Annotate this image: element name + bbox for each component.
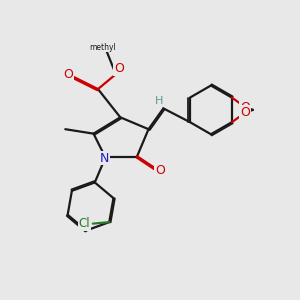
Text: H: H bbox=[155, 96, 163, 106]
Text: O: O bbox=[63, 68, 73, 81]
Text: Cl: Cl bbox=[79, 217, 90, 230]
Text: O: O bbox=[240, 101, 250, 114]
Text: O: O bbox=[240, 106, 250, 119]
Text: N: N bbox=[100, 152, 110, 164]
Text: methyl: methyl bbox=[89, 43, 116, 52]
Text: O: O bbox=[114, 62, 124, 75]
Text: O: O bbox=[155, 164, 165, 177]
